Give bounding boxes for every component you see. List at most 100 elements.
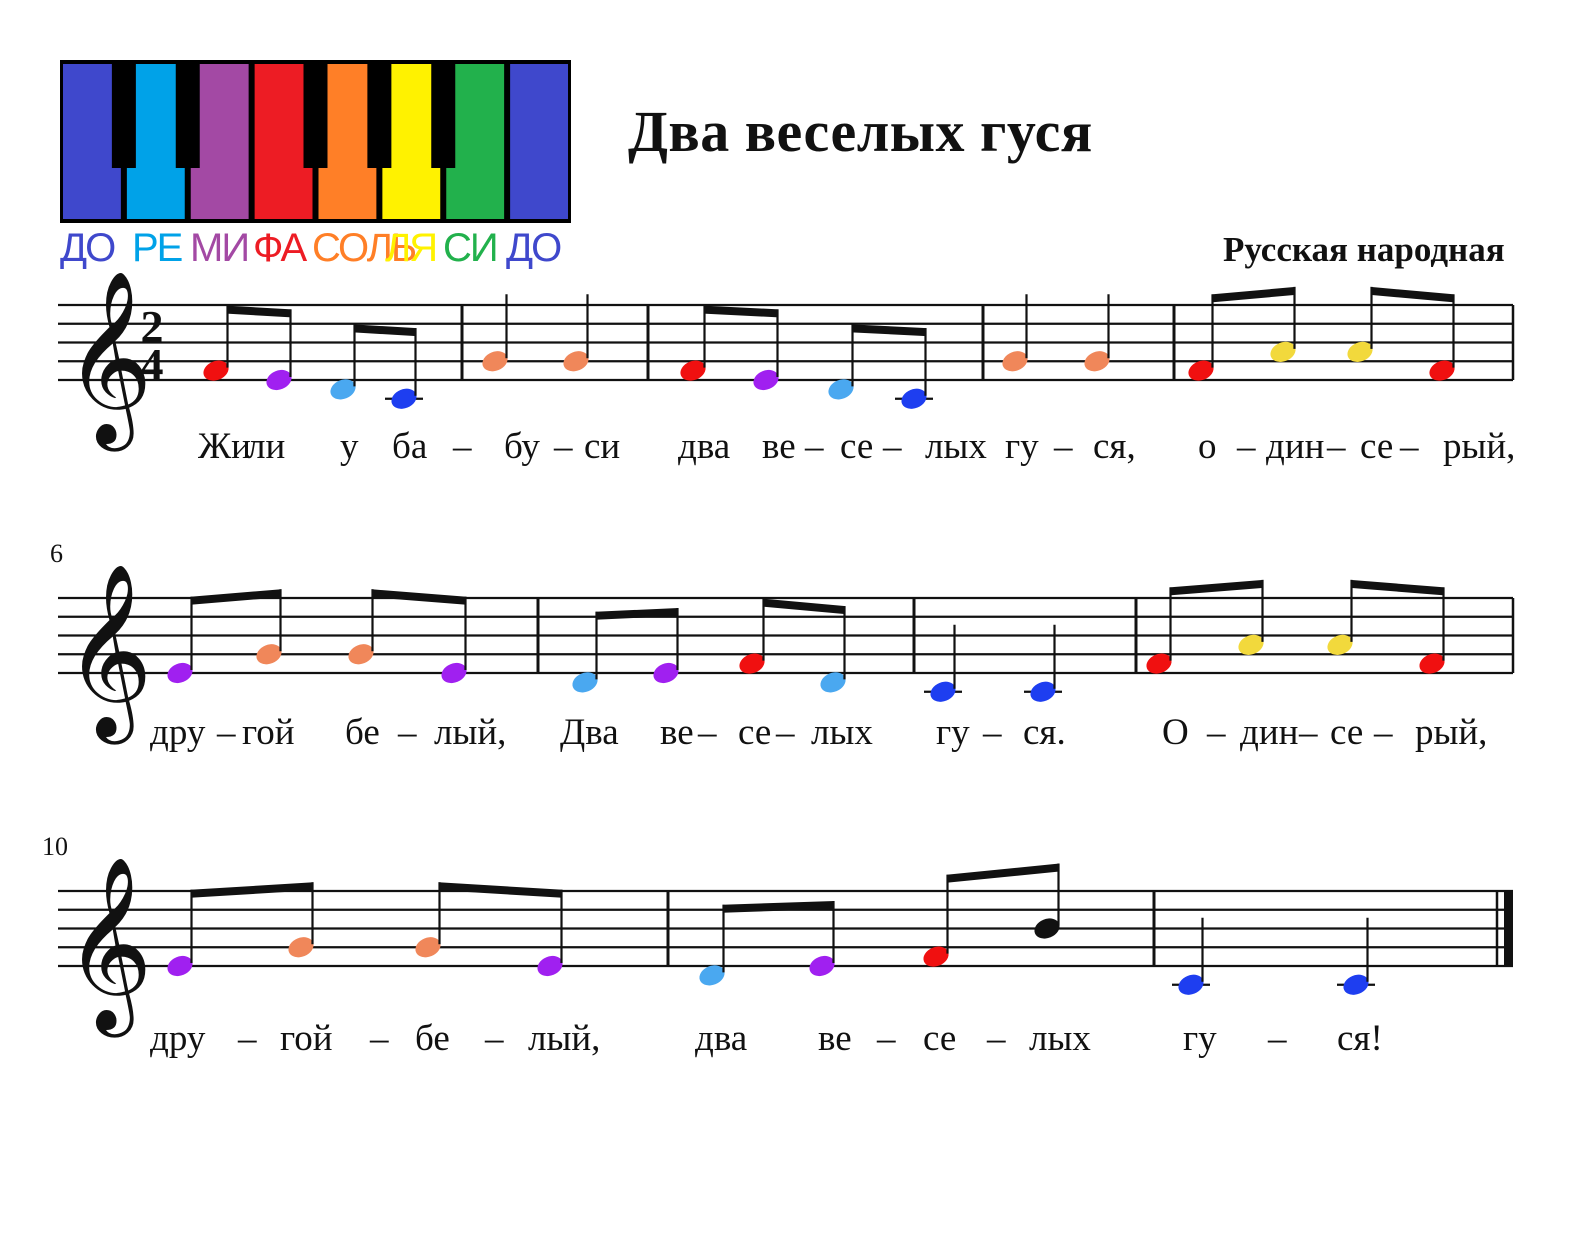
measure-number: 10 — [42, 832, 68, 861]
treble-clef: 𝄞 — [64, 856, 153, 1038]
lyric-syllable: О — [1162, 712, 1189, 753]
lyric-syllable: дру — [150, 1018, 206, 1059]
note-head — [348, 644, 374, 665]
solfege-label: РЕ — [132, 226, 183, 270]
lyric-syllable: лых — [925, 426, 987, 467]
lyric-syllable: се — [1330, 712, 1363, 753]
lyric-syllable: Жи — [198, 426, 251, 467]
song-attribution: Русская народная — [1223, 230, 1505, 269]
lyric-syllable: дин — [1240, 712, 1298, 753]
lyric-syllable: рый, — [1415, 712, 1487, 753]
black-key — [431, 60, 456, 168]
lyric-syllable: – — [697, 712, 717, 753]
lyric-syllable: бу — [504, 426, 540, 467]
note-head — [680, 360, 706, 381]
solfege-label: СОЛЬ — [312, 226, 417, 270]
lyric-syllable: лых — [1029, 1018, 1091, 1059]
lyric-syllable: гу — [1005, 426, 1039, 467]
note-head — [1034, 918, 1060, 939]
note-beam — [595, 608, 679, 620]
lyric-syllable: – — [1399, 426, 1419, 467]
lyric-syllable: – — [982, 712, 1002, 753]
lyric-syllable: дру — [150, 712, 206, 753]
note-head — [699, 965, 725, 986]
note-head — [739, 653, 765, 674]
lyric-syllable: два — [695, 1018, 747, 1059]
white-key — [190, 64, 249, 219]
note-beam — [1169, 579, 1264, 596]
time-signature-top: 2 — [141, 301, 164, 352]
lyric-syllable: дин — [1266, 426, 1324, 467]
note-head — [1347, 341, 1373, 362]
note-head — [828, 379, 854, 400]
note-head — [256, 644, 282, 665]
black-key — [367, 60, 392, 168]
lyric-syllable: лый, — [528, 1018, 600, 1059]
note-head — [820, 672, 846, 693]
lyric-syllable: – — [484, 1018, 504, 1059]
note-beam — [946, 863, 1060, 883]
note-beam — [1211, 286, 1296, 303]
note-head — [1343, 974, 1369, 995]
lyric-syllable: – — [1267, 1018, 1287, 1059]
song-title: Два веселых гуся — [628, 99, 1093, 164]
lyric-syllable: се — [1360, 426, 1393, 467]
lyric-syllable: – — [553, 426, 573, 467]
lyric-syllable: ся! — [1337, 1018, 1383, 1059]
white-key — [63, 64, 121, 219]
note-head — [1419, 653, 1445, 674]
treble-clef: 𝄞 — [64, 270, 153, 452]
note-beam — [226, 305, 292, 318]
lyric-syllable: се — [840, 426, 873, 467]
lyric-syllable: – — [452, 426, 472, 467]
note-head — [923, 946, 949, 967]
black-key — [303, 60, 328, 168]
black-key — [175, 60, 200, 168]
white-key — [126, 64, 185, 219]
lyric-syllable: – — [1326, 426, 1346, 467]
note-beam — [703, 305, 779, 318]
lyric-syllable: ве — [762, 426, 796, 467]
lyric-syllable: о — [1198, 426, 1217, 467]
final-barline-thick — [1504, 891, 1513, 966]
note-head — [266, 369, 292, 391]
lyric-syllable: у — [340, 426, 359, 467]
note-head — [572, 672, 598, 693]
lyric-syllable: – — [876, 1018, 896, 1059]
lyric-syllable: лый, — [434, 712, 506, 753]
lyric-syllable: – — [1236, 426, 1256, 467]
lyric-syllable: Два — [560, 712, 619, 753]
white-key — [510, 64, 568, 219]
note-head — [1188, 360, 1214, 381]
lyric-syllable: – — [1206, 712, 1226, 753]
note-beam — [438, 882, 563, 898]
note-beam — [851, 324, 927, 337]
lyric-syllable: се — [738, 712, 771, 753]
note-head — [415, 937, 441, 958]
note-head — [1327, 634, 1353, 655]
lyric-syllable: – — [804, 426, 824, 467]
white-key — [254, 64, 313, 219]
note-head — [753, 369, 779, 391]
lyric-syllable: – — [1053, 426, 1073, 467]
lyric-syllable: гу — [936, 712, 970, 753]
measure-number: 6 — [50, 539, 63, 568]
lyric-syllable: – — [775, 712, 795, 753]
note-head — [441, 662, 467, 684]
note-head — [1270, 341, 1296, 362]
note-head — [1030, 681, 1056, 702]
lyric-syllable: си — [584, 426, 620, 467]
lyric-syllable: ве — [818, 1018, 852, 1059]
note-head — [288, 937, 314, 958]
note-head — [930, 681, 956, 702]
note-head — [203, 360, 229, 381]
lyric-syllable: лых — [811, 712, 873, 753]
lyric-syllable: се — [923, 1018, 956, 1059]
note-head — [167, 955, 193, 977]
note-beam — [190, 589, 282, 605]
lyric-syllable: бе — [415, 1018, 450, 1059]
white-key — [382, 64, 441, 219]
